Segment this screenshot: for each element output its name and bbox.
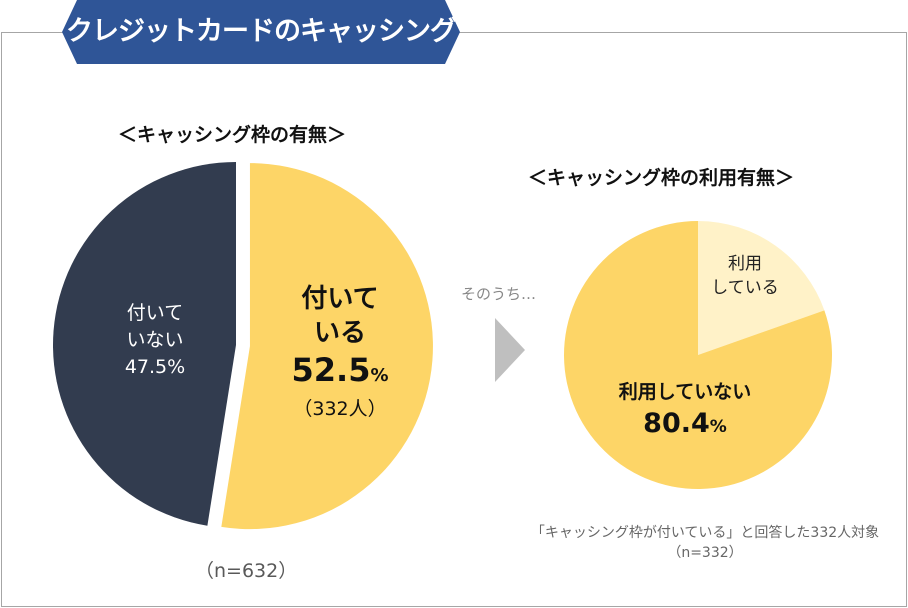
arrow-right-icon [495, 318, 525, 382]
label-line: いる [313, 318, 366, 348]
label-line: している [711, 278, 779, 298]
chart2-slice-1 [564, 221, 832, 489]
chart2-yes-label: 利用 している [690, 252, 800, 300]
chart1-yes-count: （332人） [293, 398, 387, 420]
label-line: いない [126, 329, 184, 351]
chart1-no-value: 47.5% [124, 356, 186, 378]
chart1-yes-value: 52.5% [291, 351, 389, 389]
chart1-slice-0 [221, 163, 433, 530]
page-title: クレジットカードのキャッシング枠について [66, 16, 457, 111]
chart2-title: ＜キャッシング枠の利用有無＞ [528, 167, 795, 189]
chart2-note: 「キャッシング枠が付いている」と回答した332人対象 （n=332） [505, 523, 905, 563]
chart1-yes-label: 付いて いる 52.5% （332人） [270, 282, 410, 422]
label-line: 利用 [728, 254, 762, 274]
label-line: 付いて [301, 284, 379, 314]
chart1-no-label: 付いて いない 47.5% [95, 300, 215, 381]
title-banner: クレジットカードのキャッシング枠について [62, 0, 460, 111]
note-line: 「キャッシング枠が付いている」と回答した332人対象 [530, 525, 880, 541]
label-line: 付いて [126, 302, 184, 324]
chart1-slice-1 [53, 162, 236, 526]
note-n: （n=332） [667, 545, 743, 561]
chart1-title: ＜キャッシング枠の有無＞ [118, 124, 347, 146]
chart2-no-label: 利用していない 80.4% [590, 378, 780, 445]
chart2-slice-0 [698, 221, 825, 355]
chart1-n: （n=632） [195, 560, 298, 582]
label-line: 利用していない [618, 381, 752, 403]
chart2-no-value: 80.4% [643, 408, 727, 439]
connector-text: そのうち… [461, 285, 537, 303]
